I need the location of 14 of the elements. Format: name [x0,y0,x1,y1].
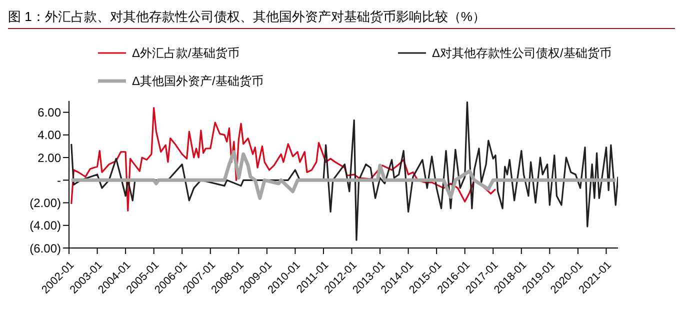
legend-label: Δ其他国外资产/基础货币 [132,72,264,90]
y-tick-label: 2.00 [38,150,62,165]
legend-label: Δ外汇占款/基础货币 [132,44,240,62]
y-tick-label: 4.00 [38,128,62,142]
y-tick-label: (4.00) [30,218,61,233]
line-series [70,150,618,200]
legend-label: Δ对其他存款性公司债权/基础货币 [432,44,612,62]
chart-title: 图 1：外汇占款、对其他存款性公司债权、其他国外资产对基础货币影响比较（%） [8,8,675,29]
y-tick-label: 6.00 [38,106,62,120]
y-tick-label: - [57,173,61,188]
line-series [70,101,618,241]
y-tick-label: (6.00) [30,241,61,256]
line-series [70,106,496,212]
y-tick-label: (2.00) [30,196,61,210]
